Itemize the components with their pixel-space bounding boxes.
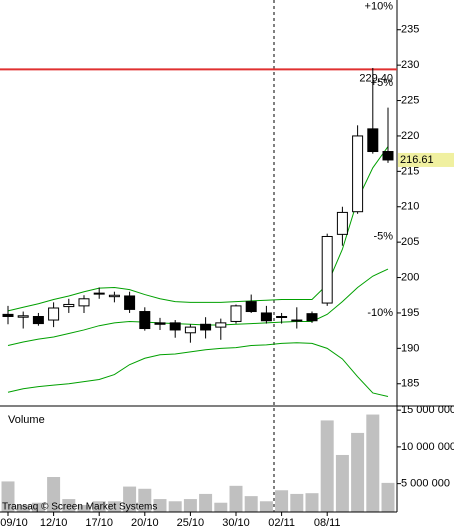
candle-body bbox=[63, 303, 75, 308]
x-tick-label: 17/10 bbox=[85, 517, 113, 529]
x-tick-label: 09/10 bbox=[0, 517, 28, 529]
y-tick-label: 230 bbox=[401, 59, 419, 71]
volume-bar bbox=[305, 493, 319, 512]
x-tick-label: 08/11 bbox=[314, 517, 341, 529]
y-tick-label: 235 bbox=[401, 24, 419, 36]
volume-bar bbox=[381, 482, 395, 512]
volume-bar bbox=[320, 420, 334, 512]
candle-body bbox=[291, 319, 303, 322]
percent-label: -10% bbox=[367, 307, 393, 319]
candle-body bbox=[17, 315, 29, 318]
candle-body bbox=[306, 313, 318, 322]
volume-bar bbox=[335, 454, 349, 512]
volume-bar bbox=[123, 486, 137, 512]
x-tick-label: 25/10 bbox=[177, 517, 205, 529]
y-tick-label: 15 000 000 bbox=[401, 404, 454, 416]
volume-title: Volume bbox=[8, 414, 45, 426]
volume-bar bbox=[229, 485, 243, 512]
y-tick-label: 190 bbox=[401, 342, 419, 354]
volume-bar bbox=[259, 501, 273, 512]
volume-bar bbox=[16, 504, 30, 512]
candle-body bbox=[139, 311, 151, 330]
candle-body bbox=[276, 315, 288, 318]
volume-bar bbox=[62, 499, 76, 512]
y-tick-label: 195 bbox=[401, 307, 419, 319]
last-price-box bbox=[398, 152, 454, 167]
y-tick-label: 205 bbox=[401, 236, 419, 248]
x-tick-label: 30/10 bbox=[222, 517, 250, 529]
last-price-label: 216.61 bbox=[400, 154, 434, 166]
volume-bar bbox=[47, 477, 61, 512]
candle-body bbox=[352, 135, 364, 213]
candle-body bbox=[154, 322, 166, 325]
volume-bar bbox=[183, 499, 197, 512]
volume-bar bbox=[199, 493, 213, 512]
band-line bbox=[7, 342, 389, 397]
candle-body bbox=[215, 322, 227, 328]
x-tick-label: 02/11 bbox=[268, 517, 295, 529]
candle-body bbox=[245, 301, 257, 313]
y-tick-label: 10 000 000 bbox=[401, 441, 454, 453]
percent-label: +10% bbox=[365, 0, 394, 12]
volume-bar bbox=[153, 499, 167, 512]
candle-body bbox=[108, 294, 120, 298]
candle-body bbox=[321, 235, 333, 304]
candle-body bbox=[200, 323, 212, 331]
y-tick-label: 220 bbox=[401, 130, 419, 142]
candle-body bbox=[230, 305, 242, 322]
volume-bar bbox=[366, 414, 380, 512]
candle-body bbox=[32, 315, 44, 325]
volume-bar bbox=[107, 501, 121, 512]
percent-label: -5% bbox=[373, 231, 393, 243]
candle-body bbox=[336, 211, 348, 235]
y-tick-label: 215 bbox=[401, 165, 419, 177]
y-tick-label: 5 000 000 bbox=[401, 478, 450, 490]
candle-body bbox=[2, 313, 14, 317]
x-tick-label: 12/10 bbox=[40, 517, 68, 529]
resistance-label: 229.40 bbox=[359, 72, 393, 84]
candle-body bbox=[124, 295, 136, 310]
band-line bbox=[7, 268, 389, 347]
percent-label: +5% bbox=[371, 77, 394, 89]
candle-body bbox=[367, 128, 379, 153]
volume-bar bbox=[77, 504, 91, 512]
volume-bar bbox=[1, 481, 15, 512]
volume-bar bbox=[351, 432, 365, 512]
volume-bar bbox=[92, 501, 106, 512]
candle-body bbox=[78, 298, 90, 307]
candle-body bbox=[382, 151, 394, 161]
candle-body bbox=[184, 326, 196, 334]
x-tick-label: 20/10 bbox=[131, 517, 159, 529]
y-tick-label: 225 bbox=[401, 94, 419, 106]
candle-body bbox=[260, 312, 272, 322]
volume-bar bbox=[31, 502, 45, 512]
y-tick-label: 185 bbox=[401, 378, 419, 390]
y-tick-label: 200 bbox=[401, 271, 419, 283]
volume-bar bbox=[275, 490, 289, 512]
watermark: Transaq © Screen Market Systems bbox=[2, 502, 157, 513]
candle-body bbox=[169, 322, 181, 331]
y-tick-label: 210 bbox=[401, 201, 419, 213]
volume-bar bbox=[244, 496, 258, 512]
volume-bar bbox=[138, 488, 152, 512]
volume-bar bbox=[214, 502, 228, 512]
volume-bar bbox=[168, 501, 182, 512]
candle-body bbox=[48, 307, 60, 321]
volume-bar bbox=[290, 493, 304, 512]
candle-body bbox=[93, 292, 105, 295]
